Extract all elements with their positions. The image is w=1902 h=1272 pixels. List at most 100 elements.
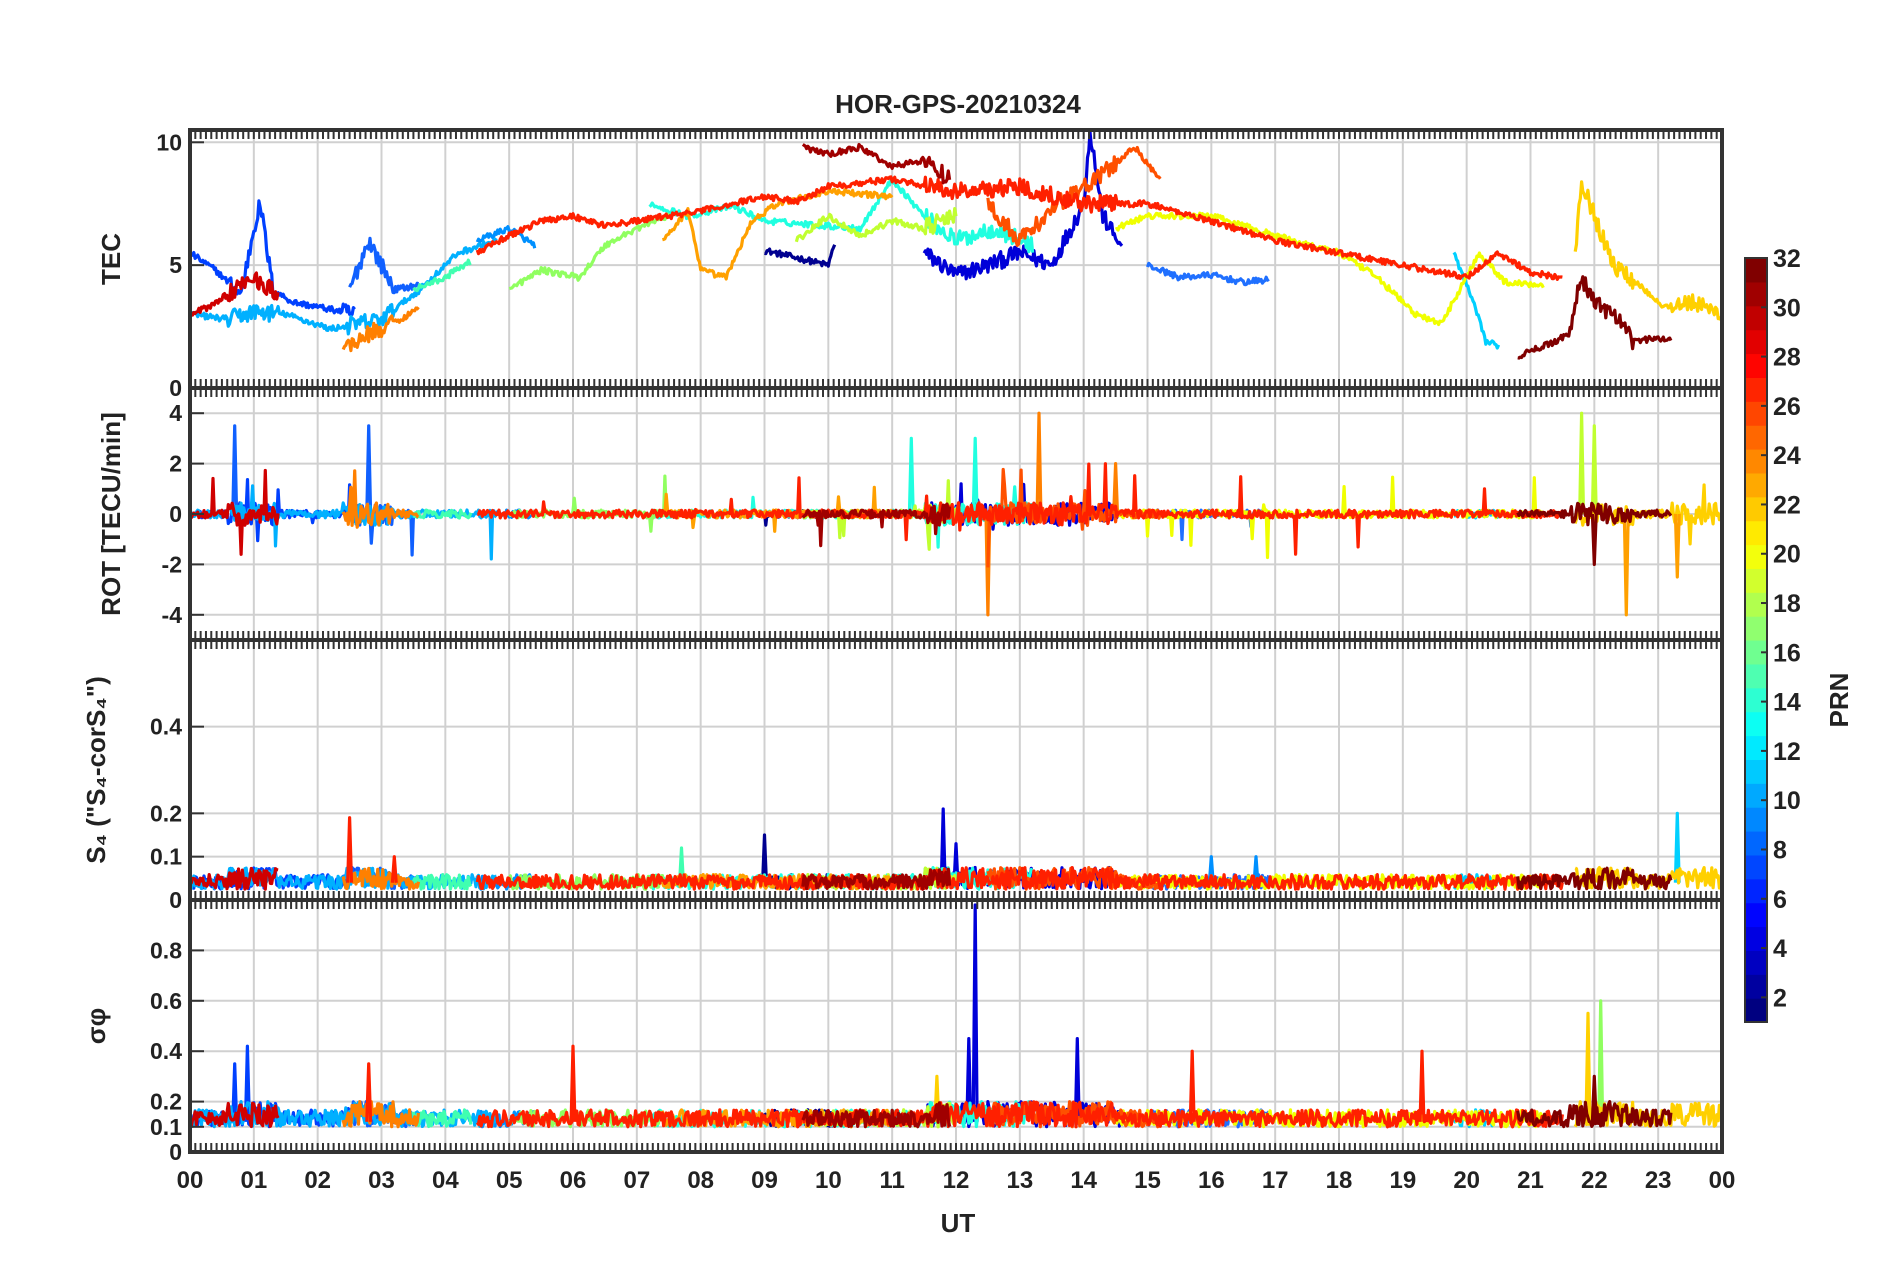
colorbar-segment [1745,258,1767,283]
x-tick-label: 23 [1645,1167,1672,1194]
y-axis-label-rot: ROT [TECU/min] [96,412,126,616]
colorbar-segment [1745,783,1767,808]
series-prn-18-tec [508,212,671,291]
colorbar-tick-label: 26 [1773,393,1801,421]
colorbar-segment [1745,950,1767,975]
colorbar-segment [1745,329,1767,355]
y-tick-label: 0 [169,375,182,401]
x-tick-labels: 00 01 02 03 04 05 06 07 08 09 10 11 12 13 14 15 16 17 18 19… [177,1167,1736,1194]
colorbar-frame [1744,257,1768,1023]
x-tick-label: 11 [879,1167,904,1194]
series-prn-30-sigma [190,1101,280,1129]
colorbar-tick-label: 30 [1773,294,1801,322]
colorbar-segment [1745,472,1767,498]
colorbar-tick-label: 20 [1773,541,1801,569]
colorbar-tick-label: 10 [1773,787,1801,815]
colorbar-segment [1745,377,1767,402]
colorbar-segment [1745,926,1767,951]
colorbar-segment [1745,496,1767,522]
series-prn-28-sigma [365,1044,1564,1129]
colorbar-segment [1745,544,1767,569]
series-prn-32-rot [1516,501,1673,566]
colorbar-tick-label: 8 [1773,836,1787,864]
series-prn-31-sigma [801,1101,952,1129]
y-tick-label: 0.4 [150,714,182,740]
panel-sigma-minor-ticks [189,900,1723,1152]
x-tick-label: 02 [304,1167,331,1194]
series-prn-32-tec [1517,275,1673,360]
y-axis-label-tec: TEC [96,233,126,285]
series-prn-31-s4 [801,867,952,891]
series-prn-32-s4 [1516,866,1673,891]
colorbar-tick-label: 18 [1773,590,1801,618]
series-prn-28-s4 [346,816,1564,891]
colorbar-tick-label: 16 [1773,639,1801,667]
series-prn-32-sigma [1516,1074,1673,1129]
x-tick-label: 13 [1006,1167,1033,1194]
y-tick-label: -4 [162,602,183,628]
series-prn-16-tec [412,258,472,293]
colorbar-segment [1745,687,1767,713]
series-prn-5-tec [348,236,420,295]
series-prn-31-rot [801,502,952,548]
series-prn-12-tec [1452,251,1501,350]
y-tick-label: 0.1 [150,844,182,870]
x-tick-label: 06 [560,1167,587,1194]
y-tick-label: -2 [162,551,182,577]
x-tick-label: 22 [1581,1167,1608,1194]
series-prn-31-tec [801,142,952,185]
series-prn-16-sigma [411,1108,473,1129]
series-prn-2-tec [922,130,1124,281]
series-prn-6-tec [1145,261,1270,287]
y-axis-label-sigma: σφ [81,1008,111,1044]
panel-sigma: 00.10.2 0.4 0.6 0.8 σφ [81,898,1724,1165]
colorbar-segment [1745,902,1767,928]
colorbar-tick-label: 4 [1773,935,1787,963]
panel-tec: 0 5 10 TEC [96,128,1724,401]
y-tick-label: 0.2 [150,800,182,826]
colorbar-tick-label: 32 [1773,245,1801,273]
colorbar-segment [1745,854,1767,880]
x-tick-label: 15 [1134,1167,1161,1194]
colorbar-segment [1745,520,1767,546]
series-prn-1-tec [764,244,837,268]
x-tick-label: 17 [1262,1167,1289,1194]
x-tick-label: 00 [1709,1167,1736,1194]
series-prn-19-tec [794,207,958,243]
colorbar-segment [1745,592,1767,617]
x-tick-label: 12 [943,1167,970,1194]
colorbar-tick-label: 22 [1773,491,1801,519]
chart-title: HOR-GPS-20210324 [835,89,1081,119]
x-tick-label: 08 [687,1167,714,1194]
y-tick-label: 0.6 [150,988,182,1014]
colorbar-segment [1745,568,1767,593]
colorbar-segment [1745,878,1767,904]
series-prn-16-s4 [411,846,685,891]
y-tick-label: 5 [169,252,182,278]
x-tick-label: 14 [1070,1167,1097,1194]
colorbar-segment [1745,831,1767,856]
series-prn-8-tec [475,225,537,249]
panel-sigma-data [190,903,1722,1129]
x-tick-label: 04 [432,1167,459,1194]
series-prn-24-sigma [341,1100,421,1129]
x-tick-label: 21 [1517,1167,1544,1194]
y-tick-label: 10 [156,129,182,155]
colorbar-tick-label: 24 [1773,442,1801,470]
series-prn-10-tec [190,237,498,336]
colorbar-segment [1745,616,1767,641]
colorbar-segment [1745,759,1767,784]
colorbar-tick-label: 14 [1773,689,1801,717]
colorbar-segment [1745,353,1767,378]
panel-rot-data [190,411,1722,617]
colorbar-segment [1745,401,1767,426]
colorbar-segment [1745,974,1767,999]
colorbar-segment [1745,305,1767,331]
x-tick-label: 03 [368,1167,395,1194]
y-tick-label: 0.8 [150,937,182,963]
panel-s4: 0 0.1 0.2 0.4 S₄ ("S₄-corS₄") [81,638,1724,913]
colorbar-segment [1745,281,1767,307]
series-prn-24-s4 [341,866,421,891]
